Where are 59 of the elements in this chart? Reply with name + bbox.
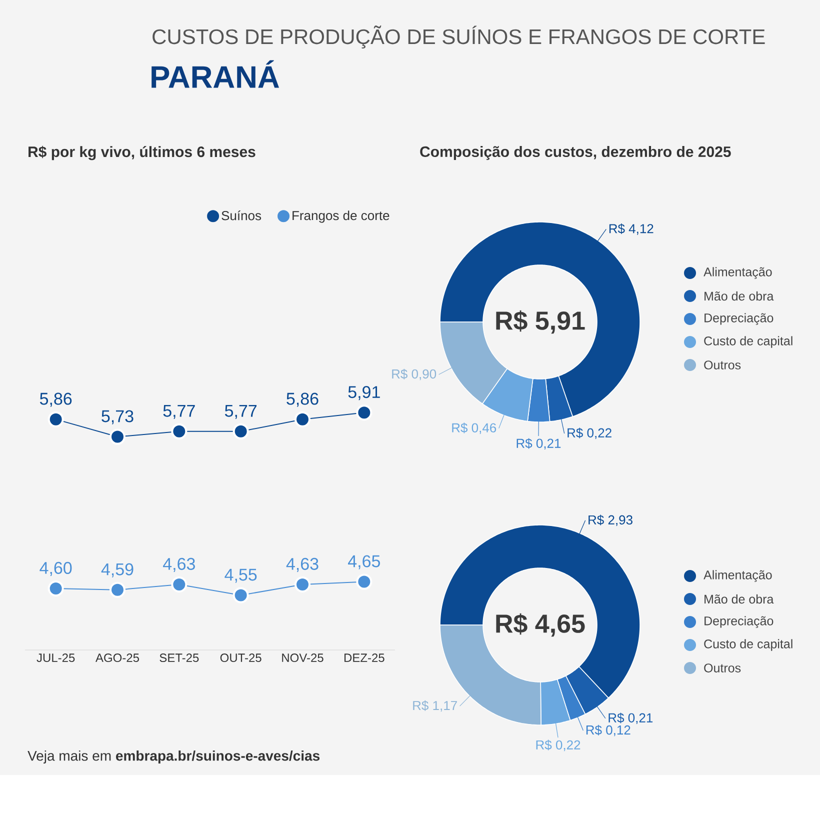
point <box>232 423 249 440</box>
text: R$ 5,91 <box>496 310 585 334</box>
data-label: R$ 0,46 <box>452 422 496 434</box>
point <box>110 428 126 445</box>
legend-label: Outros <box>704 360 741 370</box>
legend-label: Frangos de corte <box>292 210 390 223</box>
x-tick-label: JUL-25 <box>36 654 75 662</box>
point <box>356 574 372 590</box>
legend-label: Custo de capital <box>704 639 792 651</box>
legend-label: Custo de capital <box>704 336 792 348</box>
data-label: R$ 4,12 <box>609 224 654 235</box>
text: Veja mais em embrapa.br/suinos-e-aves/cias <box>28 750 320 764</box>
data-label: R$ 2,93 <box>588 514 632 526</box>
data-label: 5,73 <box>102 410 134 424</box>
data-label: R$ 0,22 <box>536 740 580 752</box>
text: R$ 4,65 <box>496 613 585 637</box>
legend-label: Suínos <box>222 210 262 220</box>
point <box>232 587 249 604</box>
data-label: R$ 0,22 <box>568 428 612 440</box>
point <box>294 576 310 592</box>
data-label: 5,86 <box>40 392 72 407</box>
legend-label: Mão de obra <box>704 291 774 301</box>
legend-label: Alimentação <box>704 570 772 582</box>
data-label: 4,63 <box>163 558 195 572</box>
data-label: R$ 0,90 <box>392 368 436 380</box>
data-label: R$ 0,21 <box>516 438 561 450</box>
point <box>356 404 372 421</box>
data-label: 4,59 <box>101 563 134 578</box>
data-label: 5,86 <box>286 392 318 407</box>
legend-label: Alimentação <box>704 267 772 279</box>
x-tick-label: OUT-25 <box>220 654 262 662</box>
x-tick-label: AGO-25 <box>96 654 139 662</box>
x-tick-label: SET-25 <box>160 654 199 662</box>
point <box>171 576 188 592</box>
data-label: 4,55 <box>224 568 257 583</box>
data-label: R$ 1,17 <box>413 700 457 712</box>
legend-label: Depreciação <box>704 313 774 325</box>
point <box>48 580 64 597</box>
x-tick-label: NOV-25 <box>282 654 324 662</box>
data-label: 4,60 <box>40 562 72 576</box>
data-label: 5,77 <box>224 405 257 419</box>
chart-title: Composição dos custos, dezembro de 2025 <box>420 146 731 160</box>
chart-title: R$ por kg vivo, últimos 6 meses <box>28 146 256 160</box>
text: PARANÁ <box>152 60 280 88</box>
legend-label: Outros <box>704 664 741 672</box>
data-label: 4,63 <box>286 558 318 572</box>
legend-label: Depreciação <box>704 616 774 628</box>
data-label: R$ 0,21 <box>608 712 653 724</box>
data-label: R$ 0,12 <box>586 724 630 736</box>
x-tick-label: DEZ-25 <box>344 654 384 662</box>
point <box>110 582 126 598</box>
point <box>294 411 310 428</box>
data-label: 5,91 <box>348 386 380 400</box>
legend-label: Mão de obra <box>704 594 774 604</box>
point <box>171 423 188 440</box>
point <box>48 411 64 428</box>
data-label: 4,65 <box>348 555 380 570</box>
data-label: 5,77 <box>163 405 195 419</box>
text: CUSTOS DE PRODUÇÃO DE SUÍNOS E FRANGOS DE CORTE <box>152 26 765 48</box>
